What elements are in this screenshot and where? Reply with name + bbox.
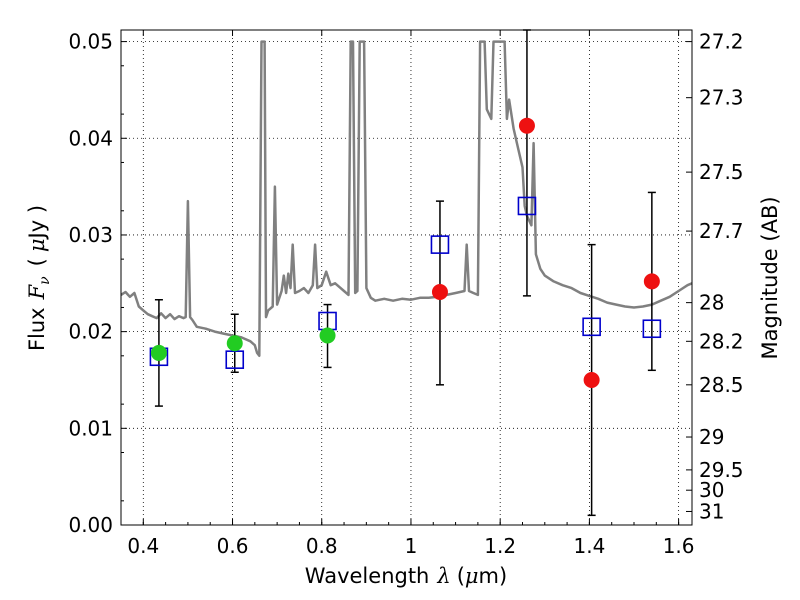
y-axis-label: FluxFν(μJy ) [25, 205, 53, 351]
x-tick-label: 1.2 [484, 534, 516, 558]
model-square-marker [582, 317, 601, 337]
y-tick-label: 0.05 [68, 30, 113, 54]
mag-tick-label: 27.5 [699, 160, 744, 184]
model-square-marker [642, 319, 662, 339]
error-bars [154, 29, 656, 517]
green-detection-point [150, 344, 167, 361]
model-squares [149, 196, 662, 369]
y-tick-label: 0.00 [68, 513, 113, 537]
mag-tick-label: 27.2 [699, 30, 744, 54]
x-tick-label: 0.4 [127, 534, 159, 558]
y-tick-label: 0.04 [68, 126, 113, 150]
mag-tick-label: 28.2 [699, 329, 744, 353]
mag-tick-label: 30 [699, 478, 724, 502]
y2-axis-label: Magnitude (AB) [758, 196, 782, 359]
y-tick-label: 0.02 [68, 320, 113, 344]
grid [121, 30, 692, 525]
mag-tick-label: 27.3 [699, 86, 744, 110]
model-square-marker [517, 196, 537, 216]
y-tick-label: 0.01 [68, 416, 113, 440]
green-detection-point [319, 327, 336, 344]
detection-points [150, 117, 660, 388]
red-detection-point [643, 273, 660, 290]
mag-tick-label: 28 [699, 291, 724, 315]
red-detection-point [518, 117, 535, 134]
mag-tick-label: 29 [699, 425, 724, 449]
mag-tick-label: 27.7 [699, 219, 744, 243]
red-detection-point [431, 284, 448, 301]
axis-ticks: 0.4 0.6 0.8 1 1.2 1.4 1.6 0.00 0.01 0.02 0.03 0.04 0… [68, 30, 743, 558]
plot-frame [120, 29, 693, 526]
mag-tick-label: 28.5 [699, 373, 744, 397]
green-detection-point [226, 335, 243, 352]
x-tick-label: 0.6 [217, 534, 249, 558]
x-tick-label: 1 [405, 534, 418, 558]
mag-tick-label: 29.5 [699, 458, 744, 482]
mag-tick-label: 31 [699, 499, 724, 523]
model-square-marker [430, 235, 450, 254]
x-tick-label: 0.8 [306, 534, 338, 558]
spectrum-line [121, 40, 692, 358]
x-axis-label: Wavelength λ (μm) [305, 564, 507, 588]
y-tick-label: 0.03 [68, 223, 113, 247]
plot-area [121, 40, 692, 358]
x-tick-label: 1.6 [663, 534, 695, 558]
x-tick-label: 1.4 [573, 534, 605, 558]
red-detection-point [583, 371, 600, 388]
